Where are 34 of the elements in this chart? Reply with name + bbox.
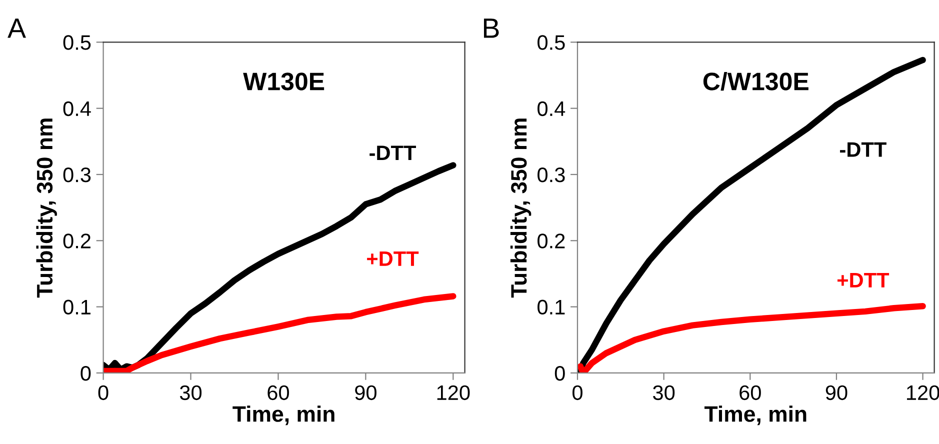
x-tick-label: 0: [572, 385, 582, 400]
y-tick-label: 0.4: [538, 101, 566, 116]
x-axis-title: Time, min: [232, 406, 334, 426]
series-label: +DTT: [837, 273, 890, 288]
y-tick-label: 0: [80, 366, 91, 381]
y-tick-label: 0: [554, 366, 565, 381]
x-tick-label: 60: [268, 385, 289, 400]
x-tick-label: 120: [437, 385, 470, 400]
y-tick-label: 0.2: [63, 234, 90, 248]
y-tick-label: 0.2: [538, 234, 565, 248]
y-tick-label: 0.1: [63, 300, 90, 315]
text: B: [484, 18, 499, 38]
series-label: -DTT: [370, 146, 416, 160]
x-tick-label: 120: [907, 385, 939, 400]
x-axis-title: Time, min: [704, 406, 806, 426]
text: A: [8, 18, 26, 38]
y-axis-title: Turbidity, 350 nm: [36, 118, 57, 298]
y-tick-label: 0.1: [538, 300, 565, 315]
series-label: +DTT: [367, 252, 419, 266]
y-tick-label: 0.5: [538, 35, 565, 50]
x-tick-label: 90: [826, 385, 848, 400]
x-tick-label: 30: [180, 385, 202, 400]
series-label: -DTT: [840, 142, 886, 157]
y-tick-label: 0.4: [63, 101, 91, 116]
y-tick-label: 0.3: [63, 167, 91, 182]
x-tick-label: 60: [740, 385, 761, 400]
y-tick-label: 0.3: [538, 167, 565, 182]
x-tick-label: 90: [355, 385, 376, 400]
x-tick-label: 30: [653, 385, 675, 400]
text: C/W130E: [703, 72, 808, 91]
y-tick-label: 0.5: [63, 35, 91, 50]
x-tick-label: 0: [98, 385, 108, 400]
y-axis-title: Turbidity, 350 nm: [510, 118, 532, 298]
text: W130E: [243, 72, 324, 90]
